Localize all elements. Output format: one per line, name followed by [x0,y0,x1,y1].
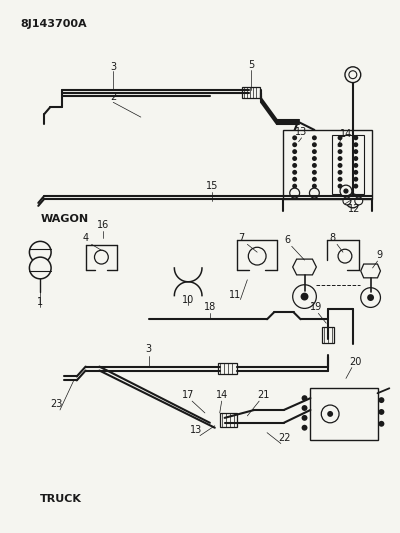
Circle shape [292,163,297,168]
Circle shape [338,142,342,147]
Circle shape [338,156,342,161]
Circle shape [300,293,308,301]
Circle shape [338,149,342,154]
Circle shape [312,135,317,140]
Text: 21: 21 [257,390,269,400]
Circle shape [292,142,297,147]
Text: 9: 9 [376,250,382,260]
Circle shape [292,170,297,175]
Circle shape [312,142,317,147]
Circle shape [248,247,266,265]
Circle shape [349,71,357,79]
Circle shape [292,184,297,189]
Text: 14: 14 [340,129,352,139]
Text: 1: 1 [37,297,43,308]
Circle shape [312,184,317,189]
Circle shape [327,411,333,417]
Text: 13: 13 [296,127,308,137]
Text: 23: 23 [50,399,62,409]
Polygon shape [361,264,380,278]
Text: 7: 7 [238,233,244,244]
Circle shape [302,405,308,411]
Text: 12: 12 [348,204,360,214]
Text: 6: 6 [285,236,291,245]
Text: 13: 13 [190,425,202,435]
Circle shape [378,421,384,427]
Circle shape [290,188,300,198]
Circle shape [378,397,384,403]
Circle shape [338,177,342,182]
Circle shape [355,197,363,205]
Circle shape [94,250,108,264]
Circle shape [312,170,317,175]
Circle shape [312,149,317,154]
Circle shape [340,185,352,197]
Bar [242,86,260,99]
Circle shape [292,135,297,140]
Text: 3: 3 [110,62,116,72]
Text: 11: 11 [229,289,242,300]
Text: 4: 4 [82,233,89,244]
Text: WAGON: WAGON [40,214,88,224]
Circle shape [302,425,308,431]
Circle shape [343,197,351,205]
Text: 20: 20 [350,357,362,367]
Text: 10: 10 [182,295,194,304]
Bar [283,130,372,199]
Circle shape [338,249,352,263]
Text: 2: 2 [110,92,116,102]
Circle shape [338,135,342,140]
Circle shape [353,163,358,168]
Bar [322,327,334,343]
Text: 19: 19 [310,302,322,312]
Circle shape [367,294,374,301]
Circle shape [353,142,358,147]
Bar [220,413,238,427]
Circle shape [302,415,308,421]
Circle shape [321,405,339,423]
Text: 8: 8 [329,233,335,244]
Circle shape [30,241,51,263]
Circle shape [338,170,342,175]
Circle shape [312,156,317,161]
Circle shape [344,189,348,193]
Circle shape [353,149,358,154]
Circle shape [292,177,297,182]
Circle shape [312,177,317,182]
Circle shape [353,135,358,140]
Circle shape [338,184,342,189]
Text: 15: 15 [206,181,218,191]
Bar [310,388,378,440]
Circle shape [353,184,358,189]
Text: 17: 17 [182,390,194,400]
Text: 16: 16 [97,220,110,230]
Circle shape [302,395,308,401]
Circle shape [378,409,384,415]
Circle shape [353,156,358,161]
Text: 18: 18 [204,302,216,312]
Circle shape [292,149,297,154]
Text: 5: 5 [248,60,254,70]
Bar [332,135,364,194]
Polygon shape [293,259,316,275]
Circle shape [312,163,317,168]
Circle shape [30,257,51,279]
Circle shape [338,163,342,168]
Circle shape [353,177,358,182]
Circle shape [346,194,360,208]
Circle shape [293,285,316,309]
Circle shape [345,67,361,83]
Bar [218,362,238,375]
Text: 8J143700A: 8J143700A [20,20,87,29]
Circle shape [353,170,358,175]
Text: 22: 22 [278,433,291,442]
Circle shape [361,288,380,308]
Circle shape [292,156,297,161]
Circle shape [310,188,319,198]
Text: 14: 14 [216,390,228,400]
Text: 3: 3 [146,344,152,354]
Text: TRUCK: TRUCK [40,494,82,504]
